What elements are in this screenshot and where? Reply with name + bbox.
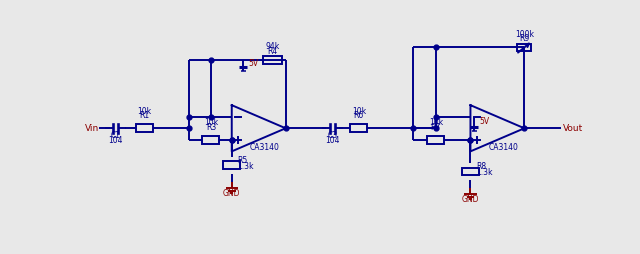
Text: 10k: 10k	[138, 107, 152, 116]
Text: 10k: 10k	[204, 118, 218, 127]
Bar	[428, 136, 444, 144]
Bar	[350, 124, 367, 132]
Text: 5V: 5V	[479, 117, 489, 126]
Text: R1: R1	[140, 111, 150, 120]
Text: CA3140: CA3140	[250, 143, 280, 152]
Text: 1.3k: 1.3k	[237, 162, 253, 171]
Text: R6: R6	[354, 111, 364, 120]
Text: 104: 104	[325, 136, 340, 145]
Text: 100k: 100k	[515, 30, 534, 39]
Text: R9: R9	[519, 34, 529, 43]
Text: C3: C3	[328, 131, 338, 139]
Bar	[202, 136, 220, 144]
Text: R8: R8	[476, 162, 486, 171]
Bar	[263, 56, 282, 64]
Text: R4: R4	[268, 46, 278, 56]
Text: Vin: Vin	[84, 124, 99, 133]
Text: R5: R5	[237, 156, 248, 165]
Text: 1.3k: 1.3k	[476, 168, 492, 177]
Text: 5V: 5V	[248, 59, 258, 68]
Text: 10k: 10k	[352, 107, 366, 116]
Bar	[136, 124, 153, 132]
Text: 10k: 10k	[429, 118, 443, 127]
Text: R7: R7	[431, 123, 441, 132]
Bar	[223, 161, 240, 169]
Text: C1: C1	[111, 131, 120, 139]
Text: GND: GND	[461, 195, 479, 204]
Text: GND: GND	[223, 189, 241, 198]
Bar	[462, 168, 479, 175]
Text: R3: R3	[206, 123, 216, 132]
Text: CA3140: CA3140	[488, 143, 518, 152]
Text: 94k: 94k	[266, 42, 280, 51]
Bar	[517, 44, 531, 51]
Text: 104: 104	[108, 136, 123, 145]
Text: Vout: Vout	[563, 124, 583, 133]
